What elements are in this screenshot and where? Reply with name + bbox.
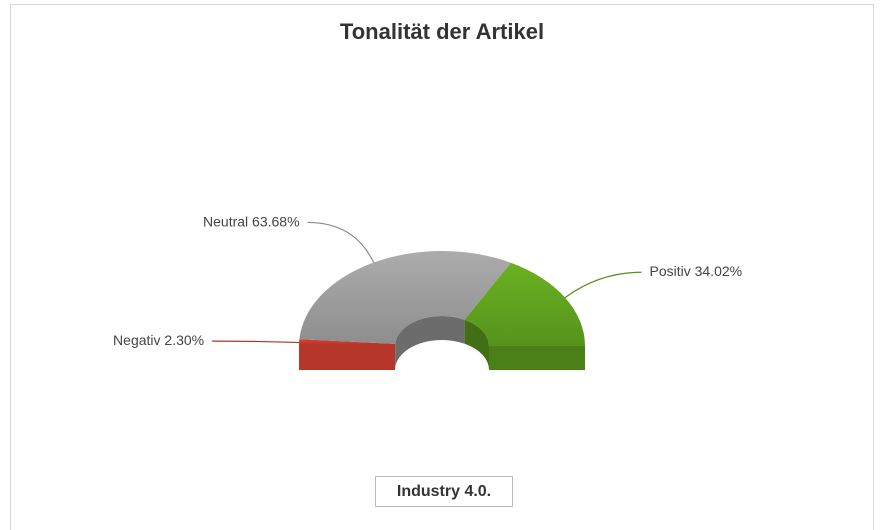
label-name: Negativ	[113, 332, 160, 348]
label-name: Neutral	[203, 213, 248, 229]
slice	[464, 262, 585, 346]
data-label: Neutral 63.68%	[203, 213, 300, 229]
label-name: Positiv	[649, 263, 690, 279]
label-value: 34.02%	[695, 263, 742, 279]
slice	[299, 251, 511, 344]
label-value: 63.68%	[252, 213, 299, 229]
leader-line	[212, 340, 300, 344]
footer-box	[375, 476, 513, 507]
chart-title: Tonalität der Artikel	[340, 19, 544, 44]
data-label: Positiv 34.02%	[649, 263, 742, 279]
data-label: Negativ 2.30%	[113, 332, 204, 348]
footer-label: Industry 4.0.	[397, 483, 491, 500]
end-face	[489, 346, 585, 370]
inner-wall	[395, 316, 465, 368]
leader-line	[307, 221, 375, 263]
inner-wall	[464, 319, 489, 370]
end-face	[299, 346, 395, 370]
label-value: 2.30%	[164, 332, 204, 348]
slice	[299, 339, 396, 346]
leader-line	[564, 271, 642, 299]
